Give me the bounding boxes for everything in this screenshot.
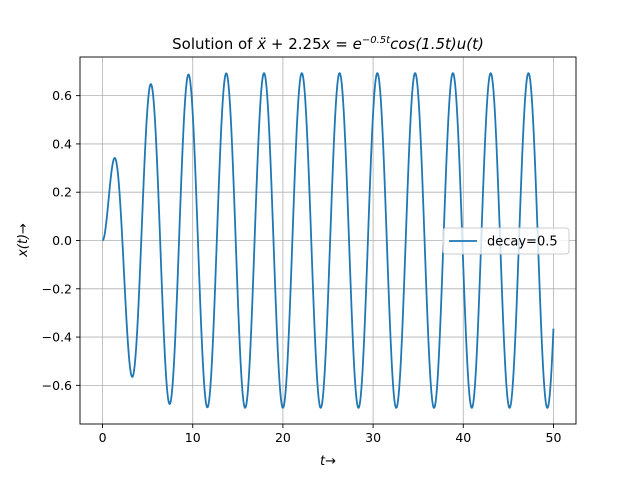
- series-line-decay-0.5: [102, 72, 555, 409]
- x-axis-label: t→: [320, 454, 336, 469]
- x-tick-label: 30: [365, 430, 381, 445]
- x-tick-label: 50: [546, 430, 562, 445]
- x-tick-label: 0: [99, 430, 107, 445]
- legend-box: [442, 227, 570, 255]
- x-tick-label: 40: [455, 430, 471, 445]
- y-tick-label: 0.2: [52, 185, 72, 200]
- chart-title: Solution of ẍ + 2.25x = e−0.5tcos(1.5t)u…: [172, 35, 484, 53]
- ticks: 0 10 20 30 40 50 −0.6 −0.4 −0.2 0.0 0.2 0.4 0.6: [42, 88, 562, 445]
- legend: decay=0.5: [442, 227, 570, 255]
- y-tick-label: −0.4: [42, 330, 72, 345]
- legend-label: decay=0.5: [487, 235, 558, 250]
- series-layer: [102, 72, 555, 409]
- y-tick-label: −0.6: [42, 378, 72, 393]
- y-tick-label: 0.6: [52, 88, 72, 103]
- y-tick-label: −0.2: [42, 281, 72, 296]
- y-axis-label: x(t)→: [16, 223, 31, 258]
- x-tick-label: 10: [185, 430, 201, 445]
- x-tick-label: 20: [275, 430, 291, 445]
- y-tick-label: 0.4: [52, 136, 72, 151]
- y-tick-label: 0.0: [52, 233, 72, 248]
